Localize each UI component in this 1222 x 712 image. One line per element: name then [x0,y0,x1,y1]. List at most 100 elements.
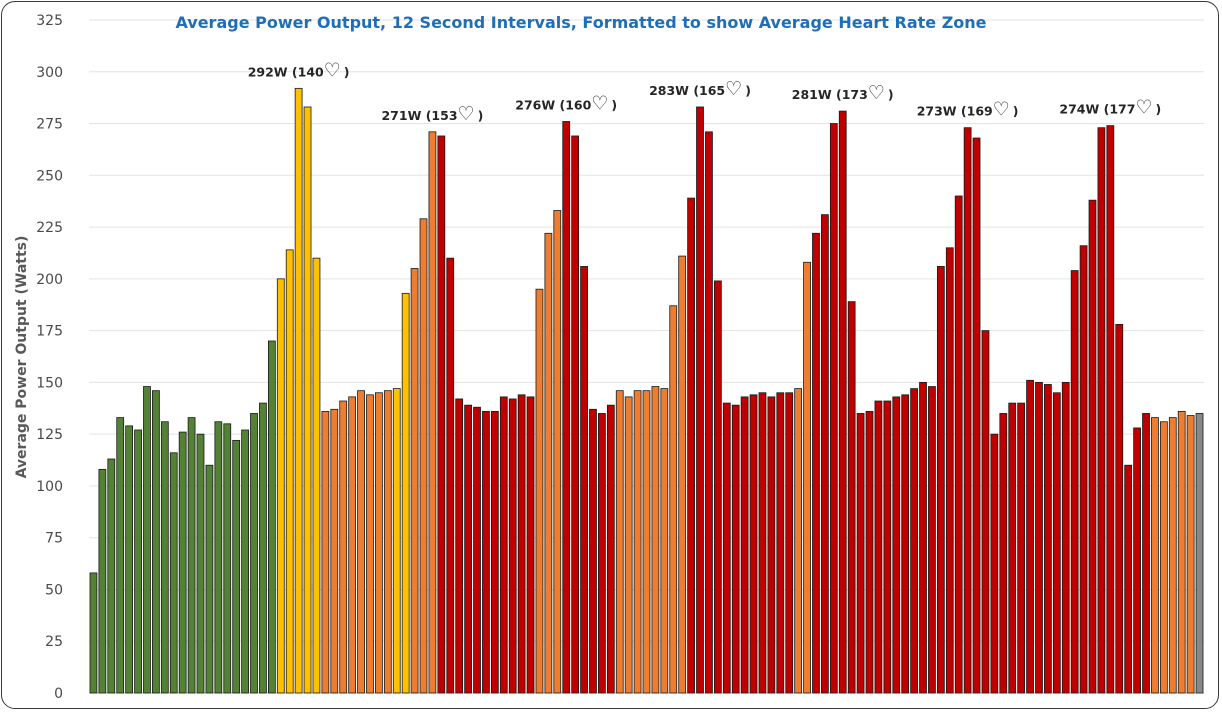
bar [1124,464,1133,694]
bar [954,195,963,694]
peak-annotation: 281W (173♡) [792,82,894,104]
y-tick-label: 250 [36,168,63,184]
bar [651,386,660,694]
bar [580,266,588,694]
bar [749,394,758,694]
bar [785,392,794,694]
bar [705,131,713,694]
bar [517,394,526,694]
bar [1026,379,1034,694]
y-tick-label: 200 [36,272,63,288]
heart-icon: ♡ [1135,97,1152,119]
bar [829,123,838,694]
bar [285,249,294,694]
bar [615,390,624,694]
bar [446,257,455,694]
bar [294,87,303,694]
bar [383,390,392,694]
bar [544,232,553,694]
bar [678,255,687,694]
bar [838,110,847,694]
bar [1106,125,1115,694]
bar [990,433,999,694]
bar [1008,402,1017,694]
bar [963,127,972,694]
peak-annotation: 271W (153♡) [381,103,483,125]
heart-icon: ♡ [993,99,1010,121]
bar [660,388,669,694]
bar [169,452,178,694]
bar [178,431,187,694]
bar [856,413,865,694]
peak-annotation: 273W (169♡) [917,99,1019,121]
y-tick-label: 175 [36,324,63,340]
bar [152,390,160,694]
bar [1097,127,1106,694]
bar [330,408,339,694]
bar [928,386,936,694]
bar [303,106,312,694]
bar [1035,381,1043,694]
bar [250,413,258,694]
bar [874,400,883,694]
bar [410,268,419,694]
bar [366,394,374,694]
y-tick-label: 50 [45,582,63,598]
bar [562,121,571,694]
bar [865,410,874,694]
y-tick-label: 75 [45,531,63,547]
peak-annotation: 283W (165♡) [649,78,751,100]
bar [490,410,499,694]
bar [125,425,134,694]
bar [508,398,517,694]
bar [767,396,776,694]
bar [1115,323,1124,694]
bar [669,305,678,694]
bar [107,458,116,694]
bar [259,402,267,694]
bar [392,388,401,694]
bar [196,433,205,694]
bar [794,388,803,694]
bar [606,404,615,694]
bar [464,404,472,694]
heart-icon: ♡ [868,82,885,104]
bar [276,278,285,694]
bar [241,429,249,694]
bar [740,396,749,694]
heart-icon: ♡ [591,93,608,115]
bar [1070,270,1079,694]
bar [776,392,785,694]
bar [473,406,481,694]
bar [428,131,437,694]
y-tick-label: 325 [36,13,63,29]
bar [1195,413,1204,694]
bar [1168,417,1177,694]
bar [482,410,490,694]
y-tick-labels: 0 25 50 75 100 125 150 175 200 225 250 275 300 325 [36,13,63,702]
peak-annotation: 274W (177♡) [1059,97,1161,119]
bar [375,392,383,694]
chart-title: Average Power Output, 12 Second Interval… [175,13,986,32]
y-axis-label: Average Power Output (Watts) [14,236,30,479]
bar [803,261,811,694]
bar [553,210,562,694]
bar [731,404,740,694]
bar [812,232,820,694]
bar [642,390,651,694]
bar [1159,421,1168,694]
bar [1017,402,1026,694]
bar [267,340,276,694]
bar [401,292,410,694]
bar [535,288,544,694]
bar [847,301,856,694]
bar [1044,384,1052,694]
bar [205,464,214,694]
heart-icon: ♡ [324,59,341,81]
y-tick-label: 150 [36,375,63,391]
bar [134,429,142,694]
peak-annotation: 276W (160♡) [515,93,617,115]
bar [223,423,232,694]
